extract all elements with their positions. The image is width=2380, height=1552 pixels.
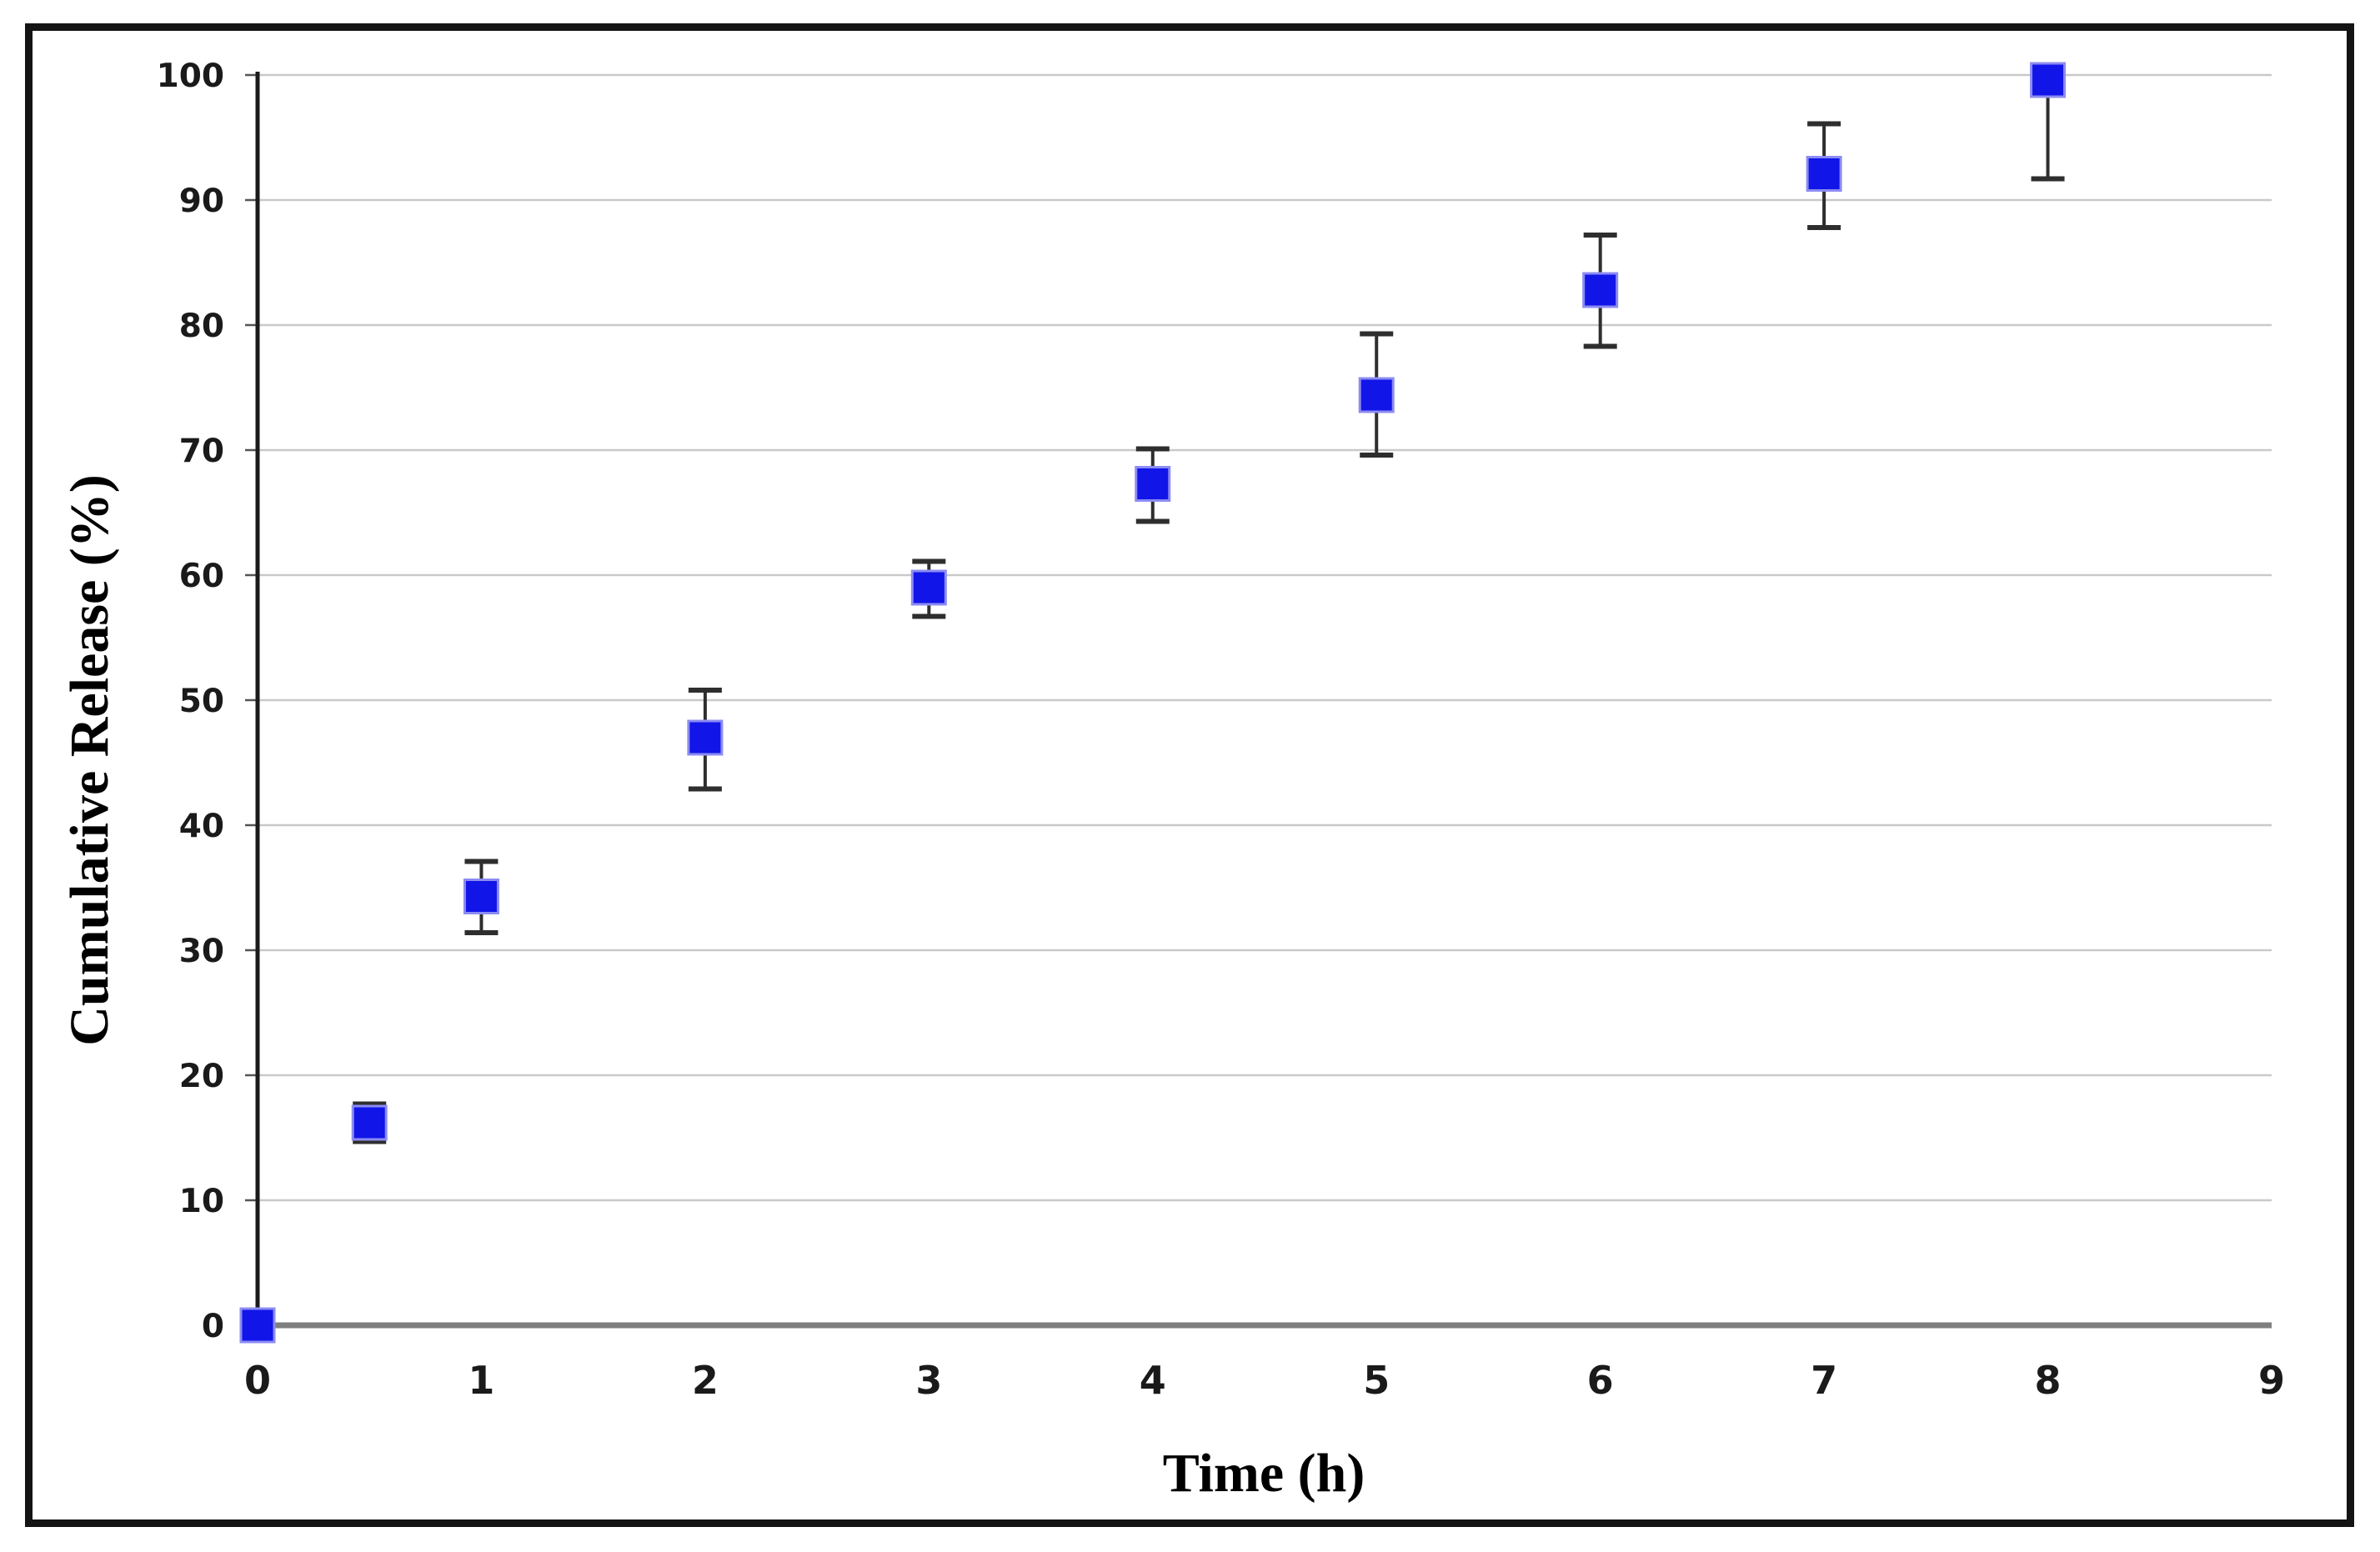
y-tick-label: 40 [179, 808, 224, 845]
x-tick-label: 9 [2258, 1358, 2285, 1403]
y-tick-label: 60 [179, 558, 224, 595]
data-point-marker [239, 1307, 276, 1344]
data-point-marker [1582, 272, 1619, 308]
data-point-marker [351, 1104, 388, 1141]
data-point-marker [1358, 377, 1395, 413]
y-tick-label: 0 [202, 1308, 224, 1345]
data-point-marker [1135, 466, 1171, 502]
data-point-marker [463, 879, 499, 914]
data-point-marker [687, 719, 724, 756]
y-tick-label: 10 [179, 1183, 224, 1220]
x-axis-title: Time (h) [1162, 1443, 1365, 1504]
x-tick-label: 8 [2035, 1358, 2062, 1403]
x-tick-label: 2 [692, 1358, 719, 1403]
x-tick-label: 0 [244, 1358, 271, 1403]
y-tick-label: 30 [179, 933, 224, 970]
y-tick-label: 90 [179, 183, 224, 220]
data-point-marker [1806, 156, 1842, 192]
figure-border [25, 23, 2354, 1527]
y-tick-label: 50 [179, 683, 224, 720]
data-point-marker [910, 569, 947, 606]
y-tick-label: 80 [179, 308, 224, 345]
x-tick-label: 6 [1587, 1358, 1614, 1403]
x-tick-label: 1 [468, 1358, 494, 1403]
x-tick-label: 3 [915, 1358, 942, 1403]
x-tick-label: 5 [1363, 1358, 1390, 1403]
x-tick-label: 4 [1140, 1358, 1166, 1403]
y-tick-label: 100 [157, 58, 224, 95]
y-tick-label: 70 [179, 433, 224, 470]
data-point-marker [2030, 62, 2067, 98]
x-tick-label: 7 [1811, 1358, 1837, 1403]
y-axis-title: Cumulative Release (%) [59, 474, 120, 1046]
y-tick-label: 20 [179, 1058, 224, 1095]
